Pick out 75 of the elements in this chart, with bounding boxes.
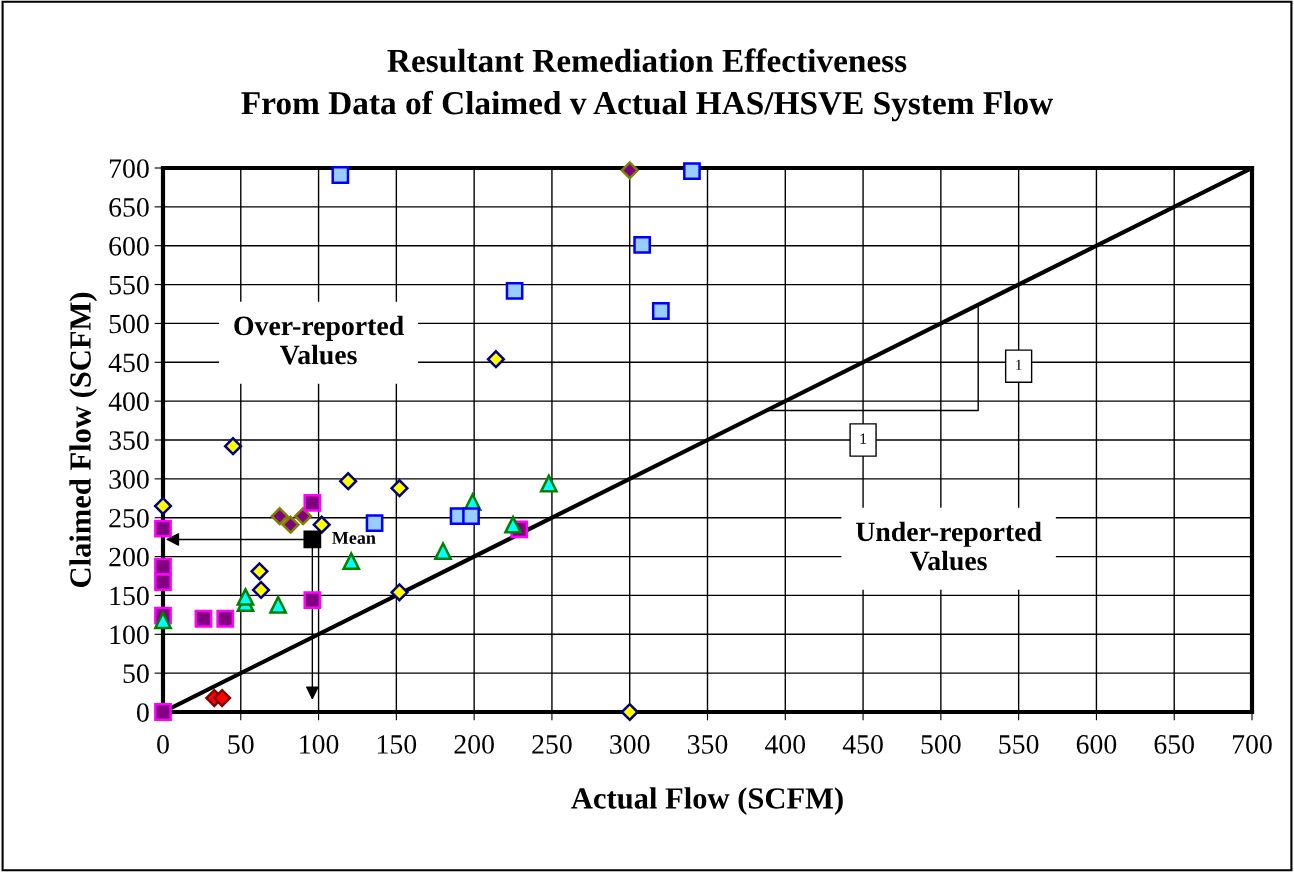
point — [153, 496, 173, 516]
y-tick-label: 150 — [110, 586, 149, 606]
point — [462, 507, 480, 526]
y-tick-label: 350 — [109, 431, 149, 450]
y-axis-title: Claimed Flow (SCFM) — [69, 292, 98, 588]
point — [269, 595, 288, 614]
point — [365, 514, 384, 533]
x-axis-title: Actual Flow (SCFM) — [571, 787, 843, 815]
x-tick-label: 700 — [1233, 735, 1272, 754]
y-tick-label: 50 — [123, 664, 149, 684]
point — [505, 281, 524, 300]
point — [194, 609, 213, 628]
point — [154, 611, 172, 630]
point — [339, 472, 358, 491]
x-tick-label: 50 — [228, 735, 254, 754]
point — [236, 588, 255, 606]
point — [213, 688, 232, 708]
x-tick-label: 150 — [377, 735, 417, 754]
point — [434, 542, 452, 561]
point — [303, 530, 322, 549]
point — [486, 350, 506, 369]
y-tick-label: 200 — [109, 547, 149, 567]
point — [342, 552, 361, 571]
y-tick-label: 700 — [109, 159, 149, 178]
point — [270, 507, 289, 526]
point — [281, 515, 300, 534]
annotation: Under-reported Values — [855, 521, 1042, 571]
point — [154, 573, 172, 592]
point — [539, 474, 558, 493]
point — [651, 302, 670, 320]
x-tick-label: 400 — [764, 735, 806, 754]
y-tick-label: 500 — [109, 314, 149, 334]
x-tick-label: 0 — [157, 735, 169, 754]
y-tick-label: 550 — [109, 275, 149, 295]
annotation: 1 — [860, 433, 866, 444]
x-tick-label: 650 — [1154, 735, 1194, 754]
point — [251, 580, 271, 600]
y-tick-label: 650 — [109, 198, 149, 217]
y-tick-label: 400 — [108, 392, 149, 412]
x-tick-label: 300 — [610, 735, 650, 754]
point — [223, 437, 243, 456]
point — [293, 507, 313, 526]
point — [620, 702, 639, 722]
point — [504, 515, 522, 534]
y-tick-label: 100 — [110, 625, 149, 645]
x-tick-label: 550 — [999, 735, 1039, 754]
chart-title: Resultant Remediation Effectiveness From Data of Claimed v Actual HAS/HSVE System Flow — [241, 48, 1053, 122]
x-tick-label: 250 — [532, 735, 572, 754]
point — [303, 591, 322, 609]
x-tick-label: 350 — [687, 735, 728, 754]
point — [683, 162, 701, 180]
x-tick-label: 600 — [1076, 735, 1117, 754]
point — [390, 583, 409, 602]
x-tick-label: 450 — [842, 735, 883, 754]
point — [390, 479, 409, 498]
x-tick-label: 200 — [454, 735, 494, 754]
y-tick-label: 600 — [109, 236, 149, 256]
point — [633, 236, 652, 254]
y-tick-label: 250 — [109, 508, 149, 528]
point — [250, 562, 269, 581]
y-tick-label: 0 — [136, 703, 149, 722]
x-tick-label: 100 — [300, 735, 339, 754]
point — [154, 703, 172, 721]
y-tick-label: 300 — [109, 470, 149, 489]
y-tick-label: 450 — [108, 353, 149, 373]
annotation: 1 — [1016, 359, 1022, 370]
point — [620, 161, 639, 180]
x-tick-label: 500 — [921, 735, 961, 754]
annotation: Over-reported Values — [234, 315, 404, 365]
point — [303, 494, 322, 512]
point — [154, 519, 172, 538]
point — [331, 166, 350, 184]
point — [312, 515, 331, 534]
annotation: Mean — [332, 531, 376, 544]
point — [216, 609, 235, 628]
